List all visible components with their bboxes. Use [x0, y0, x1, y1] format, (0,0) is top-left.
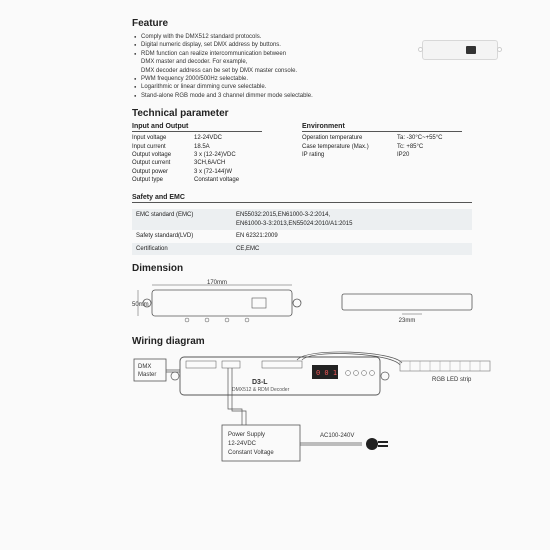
svg-text:Power Supply: Power Supply — [228, 432, 265, 438]
svg-text:DMX512 & RDM Decoder: DMX512 & RDM Decoder — [232, 387, 290, 393]
io-heading: Input and Output — [132, 123, 262, 132]
safety-table: EMC standard (EMC)EN55032:2015,EN61000-3… — [132, 209, 472, 255]
feature-item: RDM function can realize intercommunicat… — [134, 50, 512, 75]
dimension-diagram: 170mm 50mm 23mm — [132, 278, 512, 328]
safety-heading: Safety and EMC — [132, 194, 472, 203]
svg-text:23mm: 23mm — [399, 318, 416, 324]
svg-text:D3-L: D3-L — [252, 379, 268, 386]
svg-text:AC100-240V: AC100-240V — [320, 433, 354, 439]
svg-text:Constant Voltage: Constant Voltage — [228, 450, 274, 456]
env-heading: Environment — [302, 123, 462, 132]
feature-item: Comply with the DMX512 standard protocol… — [134, 33, 512, 41]
section-wiring-title: Wiring diagram — [132, 336, 512, 347]
svg-text:50mm: 50mm — [132, 302, 149, 308]
feature-list: Comply with the DMX512 standard protocol… — [134, 33, 512, 100]
feature-item: Logarithmic or linear dimming curve sele… — [134, 83, 512, 91]
svg-text:RGB LED strip: RGB LED strip — [432, 377, 472, 383]
feature-item: Digital numeric display, set DMX address… — [134, 41, 512, 49]
wiring-diagram: DMX Master 0 0 1 D3-L DMX512 & RDM Decod… — [132, 351, 512, 471]
svg-text:Master: Master — [138, 372, 156, 378]
svg-text:170mm: 170mm — [207, 280, 227, 286]
section-tech-title: Technical parameter — [132, 108, 512, 119]
svg-text:12-24VDC: 12-24VDC — [228, 441, 257, 447]
feature-item: PWM frequency 2000/500Hz selectable. — [134, 75, 512, 83]
svg-text:DMX: DMX — [138, 364, 151, 370]
tech-parameters: Input and Output Input voltage12-24VDC I… — [132, 123, 512, 184]
feature-item: Stand-alone RGB mode and 3 channel dimme… — [134, 92, 512, 100]
section-dimension-title: Dimension — [132, 263, 512, 274]
svg-text:0 0 1: 0 0 1 — [316, 369, 337, 377]
